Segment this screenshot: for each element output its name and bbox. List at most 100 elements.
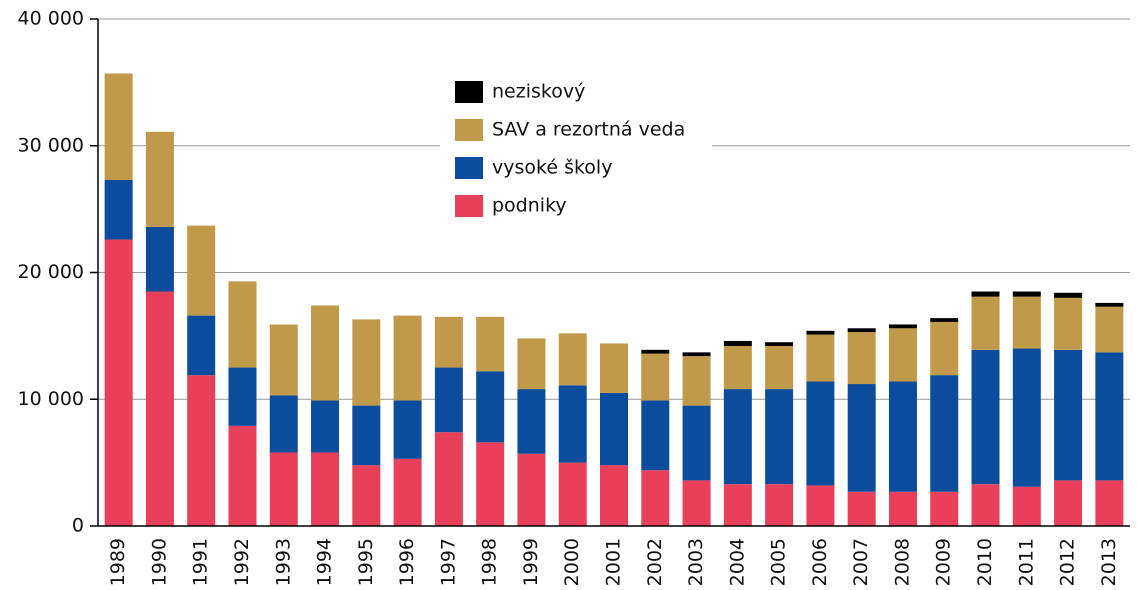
legend-box: [440, 72, 712, 222]
bar-segment: [1054, 349, 1083, 481]
legend-swatch: [455, 157, 483, 179]
bar-segment: [723, 484, 752, 526]
bar-segment: [434, 367, 463, 433]
bar-segment: [1012, 348, 1041, 487]
bar-segment: [434, 316, 463, 368]
bar-segment: [806, 381, 835, 486]
x-tick-label: 1999: [520, 538, 542, 586]
legend-label: vysoké školy: [492, 157, 612, 179]
x-tick-label: 1996: [396, 538, 418, 586]
x-tick-label: 2001: [603, 538, 625, 586]
bar-segment: [1054, 480, 1083, 526]
bar-segment: [476, 371, 505, 443]
x-tick-label: 1995: [355, 538, 377, 586]
bar-segment: [228, 367, 257, 426]
bar-segment: [1054, 297, 1083, 350]
legend-swatch: [455, 195, 483, 217]
bar-segment: [145, 131, 174, 227]
bar-segment: [971, 296, 1000, 350]
legend-label: podniky: [492, 195, 567, 217]
bar-segment: [682, 352, 711, 357]
bar-segment: [104, 239, 133, 527]
bar-segment: [765, 346, 794, 390]
x-tick-label: 2013: [1098, 538, 1120, 586]
bar-segment: [600, 465, 628, 526]
bar-segment: [517, 338, 546, 390]
bar-segment: [104, 179, 133, 240]
bar-segment: [558, 333, 587, 386]
y-tick-label: 10 000: [18, 388, 84, 410]
bar-segment: [228, 281, 257, 368]
bar-segment: [393, 315, 422, 401]
bar-segment: [1054, 292, 1083, 298]
y-tick-label: 30 000: [18, 134, 84, 156]
bar-segment: [269, 395, 298, 453]
bar-segment: [888, 328, 917, 382]
bar-segment: [187, 375, 216, 526]
bar-segment: [1095, 352, 1124, 481]
bar-segment: [1012, 291, 1041, 297]
bar-segment: [847, 332, 876, 385]
bar-segment: [641, 353, 670, 401]
x-tick-label: 2003: [685, 538, 707, 586]
bar-segment: [476, 442, 505, 526]
bar-segment: [558, 385, 587, 463]
bar-segment: [187, 315, 216, 376]
x-tick-label: 2004: [726, 538, 748, 586]
bar-segment: [1095, 306, 1124, 353]
bar-segment: [228, 425, 257, 526]
bar-segment: [558, 462, 587, 526]
bar-segment: [806, 334, 835, 382]
x-tick-label: 1998: [479, 538, 501, 586]
bar-segment: [723, 346, 752, 390]
x-tick-label: 2008: [891, 538, 913, 586]
bar-segment: [641, 349, 670, 354]
legend-swatch: [455, 81, 483, 103]
x-tick-label: 1994: [314, 538, 336, 586]
x-tick-label: 1991: [190, 538, 212, 586]
bar-segment: [723, 389, 752, 485]
bar-segment: [1095, 480, 1124, 526]
x-tick-label: 2002: [644, 538, 666, 586]
bar-segment: [311, 452, 340, 526]
x-tick-label: 1992: [231, 538, 253, 586]
bar-segment: [517, 453, 546, 526]
legend-label: neziskový: [492, 81, 585, 103]
bar-segment: [682, 405, 711, 481]
bar-segment: [930, 321, 959, 376]
bar-segment: [847, 491, 876, 526]
bar-segment: [765, 342, 794, 347]
bar-segment: [971, 349, 1000, 485]
bar-segment: [682, 356, 711, 406]
bar-segment: [930, 318, 959, 322]
x-tick-label: 2010: [974, 538, 996, 586]
bar-segment: [269, 452, 298, 526]
bar-segment: [847, 328, 876, 333]
bar-segment: [682, 480, 711, 526]
y-tick-label: 40 000: [18, 8, 84, 30]
bar-segment: [971, 484, 1000, 526]
bar-segment: [104, 73, 133, 180]
bar-segment: [1095, 302, 1124, 307]
bar-segment: [352, 405, 381, 466]
bar-segment: [269, 324, 298, 396]
x-tick-label: 2006: [809, 538, 831, 586]
y-tick-label: 0: [72, 515, 84, 537]
bar-segment: [600, 392, 628, 466]
bar-segment: [434, 432, 463, 526]
x-tick-label: 1989: [107, 538, 129, 586]
bar-segment: [187, 225, 216, 316]
bar-segment: [847, 384, 876, 492]
bar-segment: [806, 485, 835, 526]
legend-swatch: [455, 119, 483, 141]
bar-segment: [641, 470, 670, 526]
bar-segment: [145, 226, 174, 292]
x-tick-label: 1993: [272, 538, 294, 586]
x-tick-label: 2000: [561, 538, 583, 586]
x-tick-label: 1990: [148, 538, 170, 586]
bar-segment: [930, 491, 959, 526]
bar-segment: [888, 381, 917, 492]
bar-segment: [393, 458, 422, 526]
bar-segment: [1012, 296, 1041, 349]
